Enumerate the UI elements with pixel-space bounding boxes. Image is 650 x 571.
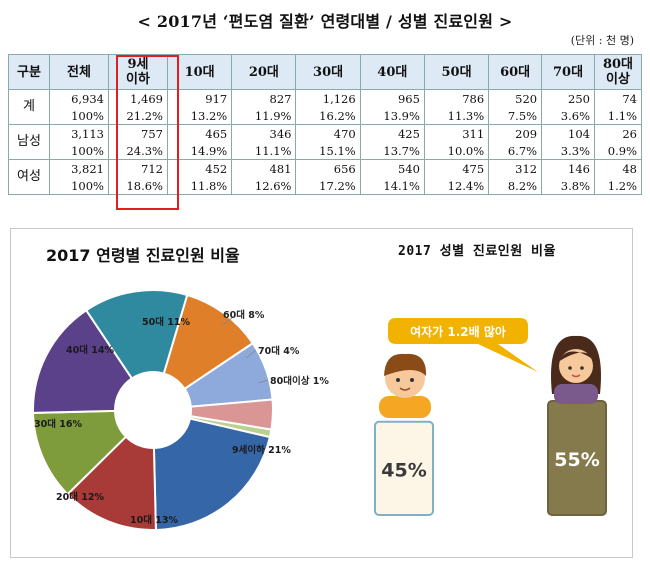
count-cell: 757: [108, 124, 168, 142]
percent-cell: 100%: [49, 177, 109, 195]
count-cell: 3,821: [49, 159, 109, 177]
percent-cell: 7.5%: [488, 107, 543, 125]
table-row-percent: 100% 24.3% 14.9% 11.1% 15.1% 13.7% 10.0% 6.7% 3.…: [9, 142, 642, 160]
header-age-9-under: 9세 이하: [108, 54, 168, 90]
table-row-percent: 100% 18.6% 11.8% 12.6% 17.2% 14.1% 12.4% 8.2% 3.…: [9, 177, 642, 195]
percent-cell: 1.1%: [594, 107, 642, 125]
percent-cell: 10.0%: [423, 142, 490, 160]
table-row: 남성 3,113 757 465 346 470 425 311 209 104 26: [8, 124, 642, 160]
percent-cell: 3.6%: [541, 107, 595, 125]
count-cell: 1,126: [295, 89, 361, 107]
count-cell: 6,934: [49, 89, 109, 107]
count-cell: 965: [359, 89, 425, 107]
header-age-60s: 60대: [488, 54, 543, 90]
percent-cell: 14.9%: [166, 142, 233, 160]
count-cell: 48: [594, 159, 642, 177]
page-title: < 2017년 ‘편도염 질환’ 연령대별 / 성별 진료인원 >: [137, 12, 513, 31]
percent-cell: 11.9%: [231, 107, 297, 125]
header-age-80-over: 80대 이상: [594, 54, 642, 90]
percent-cell: 12.4%: [423, 177, 490, 195]
count-cell: 209: [488, 124, 543, 142]
count-cell: 520: [488, 89, 543, 107]
count-cell: 481: [231, 159, 297, 177]
count-cell: 786: [423, 89, 490, 107]
count-cell: 917: [166, 89, 233, 107]
count-cell: 3,113: [49, 124, 109, 142]
header-age-10s: 10대: [166, 54, 233, 90]
percent-cell: 17.2%: [295, 177, 361, 195]
header-age-70s: 70대: [541, 54, 595, 90]
count-cell: 465: [166, 124, 233, 142]
percent-cell: 24.3%: [108, 142, 168, 160]
percent-cell: 15.1%: [295, 142, 361, 160]
percent-cell: 16.2%: [295, 107, 361, 125]
row-label: 계: [8, 89, 50, 125]
count-cell: 827: [231, 89, 297, 107]
percent-cell: 21.2%: [108, 107, 168, 125]
header-age-40s: 40대: [359, 54, 425, 90]
percent-cell: 14.1%: [359, 177, 425, 195]
percent-cell: 13.9%: [359, 107, 425, 125]
percent-cell: 13.7%: [359, 142, 425, 160]
count-cell: 425: [359, 124, 425, 142]
header-age-20s: 20대: [231, 54, 297, 90]
count-cell: 656: [295, 159, 361, 177]
gender-chart-title: 2017 성별 진료인원 비율: [398, 244, 556, 259]
count-cell: 540: [359, 159, 425, 177]
count-cell: 712: [108, 159, 168, 177]
count-cell: 104: [541, 124, 595, 142]
header-total: 전체: [49, 54, 109, 90]
table-row: 여성 3,821 712 452 481 656 540 475 312 146 48: [8, 159, 642, 195]
percent-cell: 1.2%: [594, 177, 642, 195]
count-cell: 312: [488, 159, 543, 177]
percent-cell: 100%: [49, 107, 109, 125]
percent-cell: 11.1%: [231, 142, 297, 160]
table-row-percent: 100% 21.2% 13.2% 11.9% 16.2% 13.9% 11.3% 7.5% 3.…: [9, 107, 642, 125]
row-label: 여성: [8, 159, 50, 195]
table-header-row: 구분 전체 9세 이하 10대 20대 30대 40대 50대 60대 70대 …: [8, 54, 642, 90]
unit-label: (단위 : 천 명): [570, 34, 634, 47]
chart-panel: [10, 228, 633, 558]
count-cell: 1,469: [108, 89, 168, 107]
table-row: 계 6,934 1,469 917 827 1,126 965 786 520 250 74: [8, 89, 642, 125]
count-cell: 26: [594, 124, 642, 142]
count-cell: 74: [594, 89, 642, 107]
percent-cell: 100%: [49, 142, 109, 160]
pie-chart-title: 2017 연령별 진료인원 비율: [46, 246, 240, 265]
percent-cell: 13.2%: [166, 107, 233, 125]
row-label: 남성: [8, 124, 50, 160]
header-category: 구분: [8, 54, 50, 90]
percent-cell: 18.6%: [108, 177, 168, 195]
stats-table: 구분 전체 9세 이하 10대 20대 30대 40대 50대 60대 70대 …: [8, 54, 642, 195]
percent-cell: 6.7%: [488, 142, 543, 160]
count-cell: 470: [295, 124, 361, 142]
percent-cell: 8.2%: [488, 177, 543, 195]
percent-cell: 3.3%: [541, 142, 595, 160]
percent-cell: 11.8%: [166, 177, 233, 195]
count-cell: 311: [423, 124, 490, 142]
count-cell: 346: [231, 124, 297, 142]
header-age-50s: 50대: [423, 54, 490, 90]
count-cell: 146: [541, 159, 595, 177]
percent-cell: 11.3%: [423, 107, 490, 125]
header-age-30s: 30대: [295, 54, 361, 90]
percent-cell: 3.8%: [541, 177, 595, 195]
percent-cell: 0.9%: [594, 142, 642, 160]
count-cell: 250: [541, 89, 595, 107]
count-cell: 475: [423, 159, 490, 177]
percent-cell: 12.6%: [231, 177, 297, 195]
count-cell: 452: [166, 159, 233, 177]
